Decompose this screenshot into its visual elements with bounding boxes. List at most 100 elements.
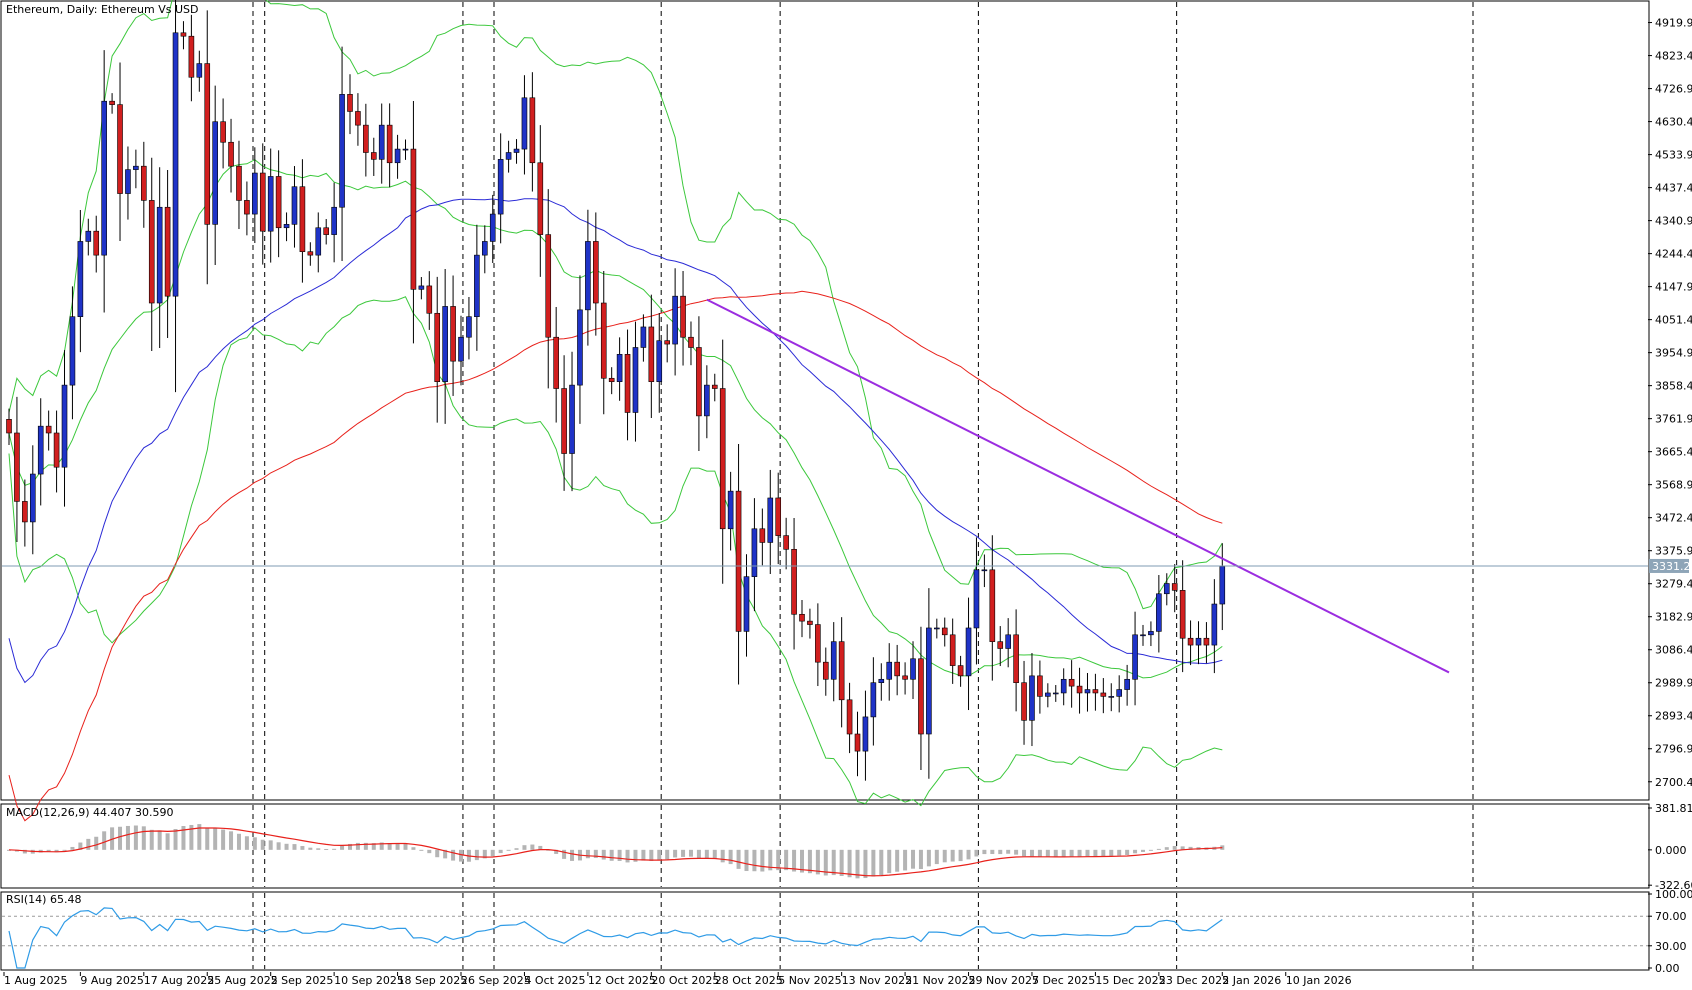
candle [77,209,84,353]
candle-body [1068,678,1075,687]
macd-bar [363,842,368,850]
macd-bar [704,849,709,859]
candle-body [799,613,805,622]
price-tick-label: 4437.41 [1655,182,1692,195]
candle [180,21,187,50]
candle-body [981,569,988,572]
candle [133,149,139,189]
macd-bar [490,849,495,857]
macd-bar [736,849,741,869]
candle [410,101,417,344]
macd-bar [411,847,416,850]
date-label: 21 Nov 2025 [905,974,975,986]
candle [148,157,155,352]
candle-body [125,169,131,194]
candle-body [1076,685,1083,694]
macd-bar [403,843,408,850]
candle-body [394,148,401,164]
macd-bar [22,849,27,854]
candle [1005,618,1011,668]
candle-body [363,124,369,153]
candle [307,242,314,266]
candle-body [252,172,258,215]
candle-body [767,497,774,543]
candle-body [6,419,12,434]
candle [37,398,44,506]
candle [1100,678,1107,714]
candle-body [275,176,282,229]
candle-body [1108,696,1115,698]
macd-bar [141,826,146,850]
macd-bar [942,849,947,863]
candle-body [545,234,552,338]
rsi-panel: 100.00 70.00 30.00 0.00 [2,888,1692,975]
candle-body [315,227,322,256]
candle [973,537,980,665]
candle [1021,660,1027,745]
macd-bar [1188,846,1193,850]
candle-body [957,665,964,677]
macd-bar [974,849,979,857]
date-label: 10 Sep 2025 [334,974,404,986]
candle [93,215,100,273]
candle [259,143,266,265]
rsi-tick-label: 0.00 [1655,962,1680,975]
candle-body [410,148,417,290]
bollinger-middle [8,159,1223,679]
candle [497,133,504,244]
price-tick-label: 3472.41 [1655,512,1692,525]
candle [1060,668,1067,706]
candle-body [791,548,797,615]
candle [672,268,678,376]
candle [69,286,76,420]
candle [275,150,282,258]
macd-bar [879,849,884,876]
candle [1045,683,1051,708]
date-label: 10 Jan 2026 [1286,974,1352,986]
macd-bar [173,829,178,850]
macd-bar [530,844,535,850]
candle [791,517,797,650]
candle [981,554,988,588]
date-label: 7 Dec 2025 [1032,974,1095,986]
candle [1195,621,1202,665]
candle [291,166,298,248]
candle-body [37,425,44,475]
macd-bar [1148,849,1153,851]
macd-bar [221,829,226,850]
macd-bar [895,849,900,872]
macd-bar [1085,849,1090,857]
macd-bar [855,849,860,879]
macd-bar [1014,849,1019,855]
candle [1187,620,1194,666]
candle-body [704,384,710,417]
candle-body [466,316,472,338]
candle [45,410,52,451]
candle-body [751,528,758,577]
candle-body [664,340,670,345]
candle-body [505,152,512,160]
candle [751,498,758,612]
macd-bar [189,824,194,850]
candle [632,321,639,442]
macd-bar [300,846,305,850]
price-badge-label: 3331.29 [1652,560,1692,573]
main-panel-frame [0,0,1650,801]
candle [1037,660,1043,714]
candle [688,321,694,366]
macd-bar [633,849,638,862]
candle [735,443,742,685]
macd-bar [562,849,567,859]
candle [727,471,734,551]
rsi-tick-label: 70.00 [1655,910,1687,923]
candle [426,271,433,330]
trendline [706,298,1450,674]
date-label: 18 Sep 2025 [398,974,468,986]
candle-body [1171,583,1178,591]
macd-bar [522,845,527,850]
candle-body [624,354,631,413]
candle-body [93,230,100,256]
macd-title: MACD(12,26,9) 44.407 30.590 [6,806,174,819]
price-badge [1649,558,1689,573]
macd-bar [395,843,400,850]
